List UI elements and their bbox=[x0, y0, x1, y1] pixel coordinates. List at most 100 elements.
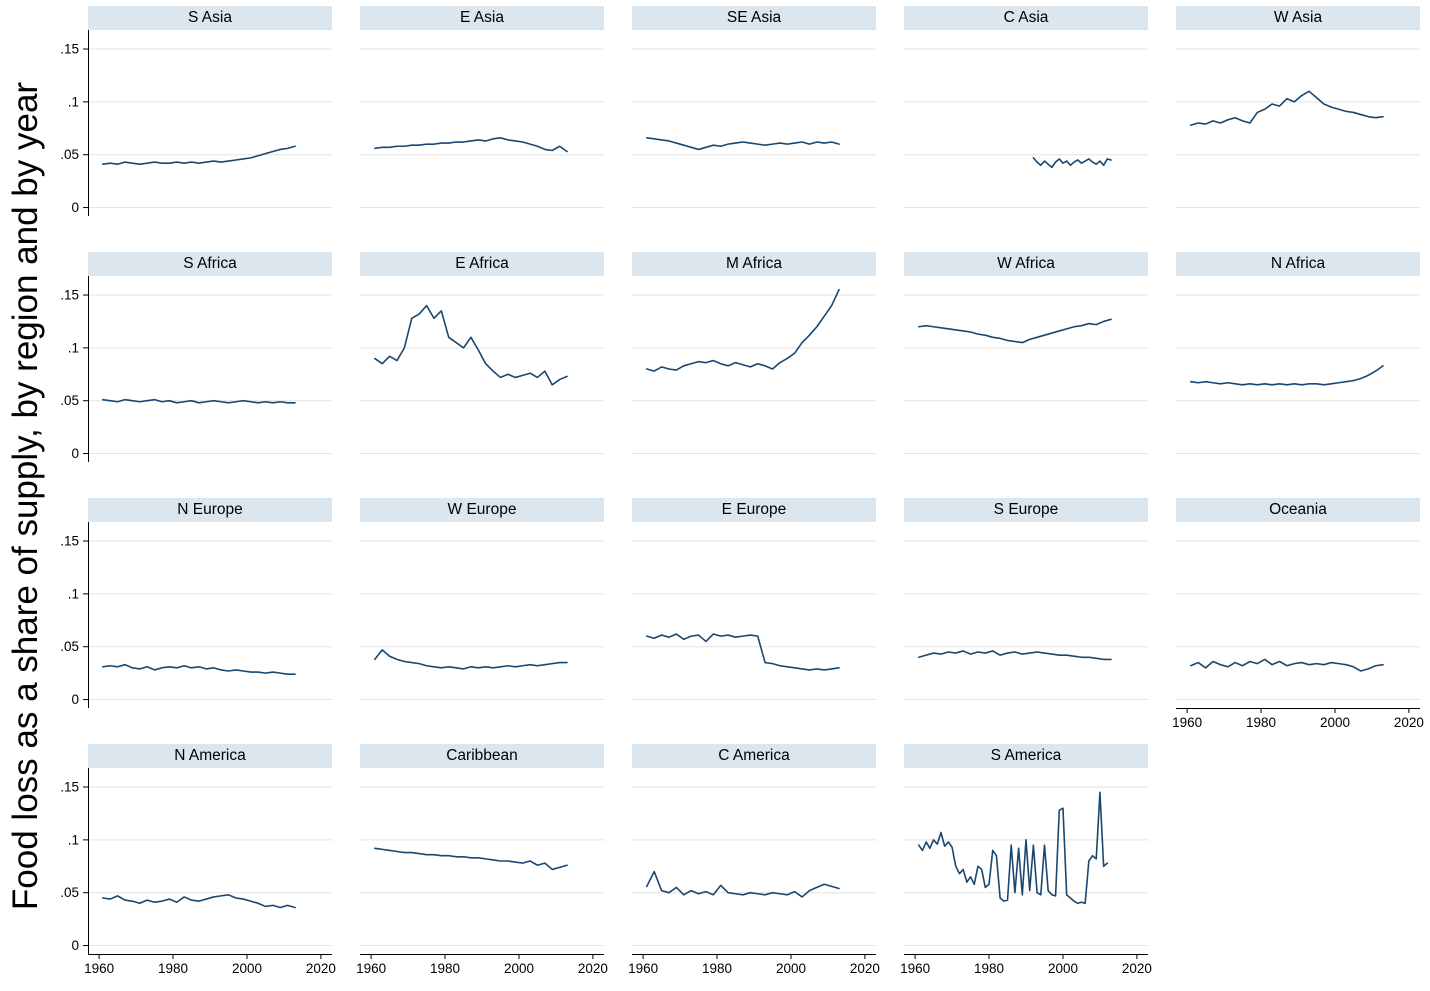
y-tick-label: .1 bbox=[68, 586, 79, 601]
panel-title: M Africa bbox=[726, 255, 782, 272]
panel-plot: 0 .05 .1 .15 bbox=[60, 276, 332, 488]
panel-title: Oceania bbox=[1269, 501, 1327, 518]
x-tick-label: 2000 bbox=[232, 961, 262, 976]
series-line bbox=[101, 663, 296, 675]
y-tick-label: .15 bbox=[60, 534, 79, 549]
x-tick-label: 1960 bbox=[84, 961, 114, 976]
panel-title: E Africa bbox=[455, 255, 509, 272]
panel-plot bbox=[1176, 30, 1420, 242]
panel-header: SE Asia bbox=[632, 6, 876, 30]
panel: W Europe bbox=[360, 498, 604, 734]
panel: S Africa 0 .05 .1 .15 bbox=[60, 252, 332, 488]
panel-title: N America bbox=[174, 747, 246, 764]
x-tick-label: 2020 bbox=[578, 961, 608, 976]
panel-plot bbox=[632, 522, 876, 734]
panel: C Asia bbox=[904, 6, 1148, 242]
y-tick-label: .05 bbox=[60, 147, 79, 162]
y-tick-label: .1 bbox=[68, 832, 79, 847]
panel-header: N Africa bbox=[1176, 252, 1420, 276]
series-line bbox=[101, 894, 296, 909]
x-tick-label: 1960 bbox=[356, 961, 386, 976]
series-line bbox=[373, 847, 568, 871]
panel-plot: 1960 1980 2000 2020 bbox=[356, 768, 608, 980]
panel-header: S Asia bbox=[88, 6, 332, 30]
panel-title: S Africa bbox=[183, 255, 237, 272]
panel-title: C America bbox=[718, 747, 790, 764]
panel-header: C America bbox=[632, 744, 876, 768]
x-tick-label: 2020 bbox=[1122, 961, 1152, 976]
y-tick-label: .1 bbox=[68, 94, 79, 109]
figure-y-axis-title-text: Food loss as a share of supply, by regio… bbox=[6, 81, 46, 910]
x-tick-label: 1980 bbox=[158, 961, 188, 976]
x-tick-label: 2000 bbox=[1048, 961, 1078, 976]
panel-header: E Europe bbox=[632, 498, 876, 522]
y-tick-label: 0 bbox=[71, 692, 79, 707]
panel-plot: 0 .05 .1 .15 bbox=[60, 522, 332, 734]
panel-title: N Europe bbox=[177, 501, 243, 518]
panel-header: S Europe bbox=[904, 498, 1148, 522]
panel-title: Caribbean bbox=[446, 747, 518, 764]
y-tick-label: 0 bbox=[71, 200, 79, 215]
series-line bbox=[917, 318, 1112, 344]
x-tick-label: 2020 bbox=[1394, 715, 1424, 730]
x-tick-label: 1980 bbox=[974, 961, 1004, 976]
x-tick-label: 2020 bbox=[850, 961, 880, 976]
panel-title: C Asia bbox=[1003, 9, 1049, 26]
panel-plot: 1960 1980 2000 2020 bbox=[628, 768, 880, 980]
series-line bbox=[645, 137, 840, 151]
panel-plot: 0 .05 .1 .15 1960 1980 2000 2020 bbox=[60, 768, 336, 980]
panel: M Africa bbox=[632, 252, 876, 488]
y-tick-label: 0 bbox=[71, 938, 79, 953]
panel-header: Oceania bbox=[1176, 498, 1420, 522]
panel-header: E Asia bbox=[360, 6, 604, 30]
x-tick-label: 1980 bbox=[702, 961, 732, 976]
series-line bbox=[373, 649, 568, 670]
panel-title: W Asia bbox=[1273, 9, 1323, 26]
panel-header: Caribbean bbox=[360, 744, 604, 768]
panel: Caribbean 1960 1980 2000 2020 bbox=[356, 744, 608, 980]
panel-plot bbox=[632, 276, 876, 488]
panel-title: N Africa bbox=[1270, 255, 1326, 272]
panel: W Asia bbox=[1176, 6, 1420, 242]
x-tick-label: 1980 bbox=[1246, 715, 1276, 730]
panel-title: W Europe bbox=[447, 501, 517, 518]
panel-title: E Europe bbox=[721, 501, 787, 518]
panel: S Asia 0 .05 .1 .15 bbox=[60, 6, 332, 242]
y-tick-label: .15 bbox=[60, 42, 79, 57]
y-tick-label: .05 bbox=[60, 639, 79, 654]
panel-header: E Africa bbox=[360, 252, 604, 276]
panel-plot bbox=[360, 276, 604, 488]
panel-title: S Europe bbox=[993, 501, 1059, 518]
panel: S America 1960 1980 2000 2020 bbox=[900, 744, 1152, 980]
y-tick-label: .15 bbox=[60, 780, 79, 795]
panel-plot bbox=[904, 30, 1148, 242]
series-line bbox=[373, 304, 568, 386]
panel: E Africa bbox=[360, 252, 604, 488]
series-line bbox=[373, 137, 568, 153]
x-tick-label: 1960 bbox=[628, 961, 658, 976]
panel-plot bbox=[1176, 276, 1420, 488]
x-tick-label: 1960 bbox=[900, 961, 930, 976]
panel: N America 0 .05 .1 .15 1960 1980 2000 2020 bbox=[60, 744, 336, 980]
panel-title: SE Asia bbox=[726, 9, 782, 26]
panel: W Africa bbox=[904, 252, 1148, 488]
panel-plot bbox=[360, 30, 604, 242]
panel: E Europe bbox=[632, 498, 876, 734]
x-tick-label: 1960 bbox=[1172, 715, 1202, 730]
panel-header: N America bbox=[88, 744, 332, 768]
series-line bbox=[1032, 157, 1112, 169]
series-line bbox=[645, 288, 840, 372]
panel-header: N Europe bbox=[88, 498, 332, 522]
x-tick-label: 2000 bbox=[776, 961, 806, 976]
y-tick-label: .05 bbox=[60, 885, 79, 900]
x-tick-label: 1980 bbox=[430, 961, 460, 976]
panel-header: W Asia bbox=[1176, 6, 1420, 30]
series-line bbox=[645, 870, 840, 898]
x-tick-label: 2000 bbox=[1320, 715, 1350, 730]
panel: E Asia bbox=[360, 6, 604, 242]
x-tick-label: 2000 bbox=[504, 961, 534, 976]
panel: Oceania 1960 1980 2000 2020 bbox=[1172, 498, 1424, 734]
series-line bbox=[101, 398, 296, 404]
panel-plot: 1960 1980 2000 2020 bbox=[900, 768, 1152, 980]
panel-header: C Asia bbox=[904, 6, 1148, 30]
